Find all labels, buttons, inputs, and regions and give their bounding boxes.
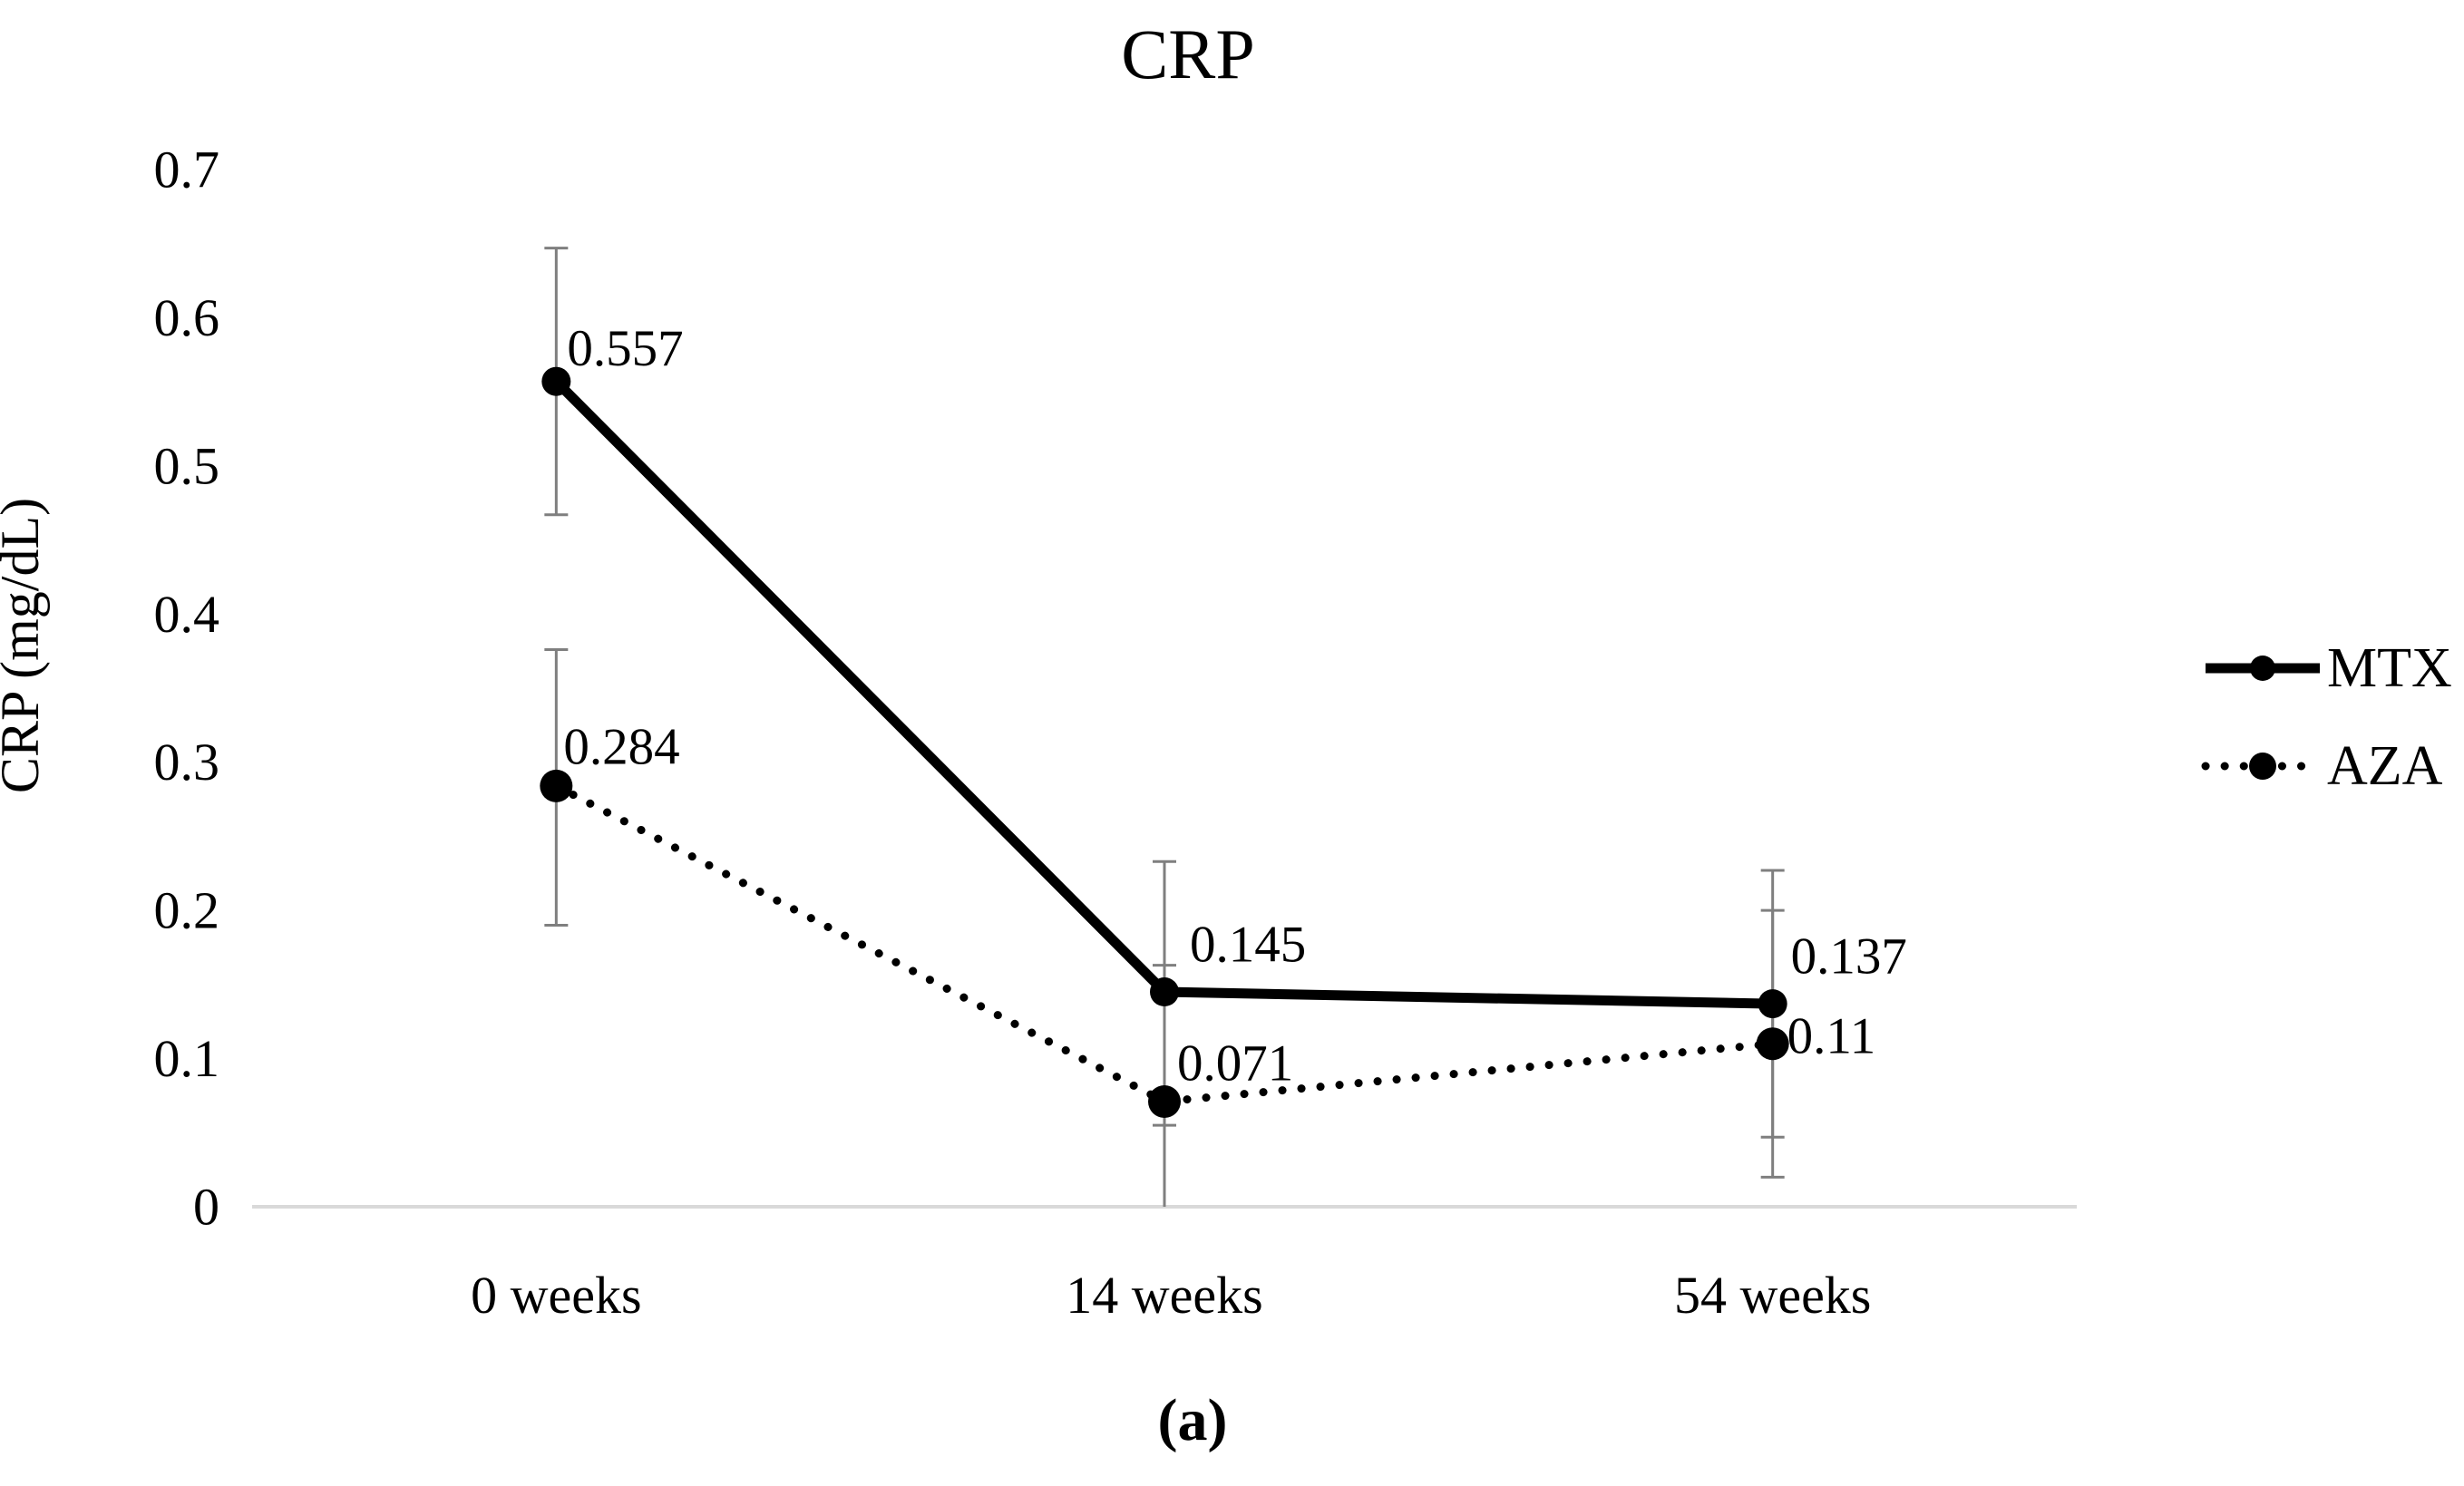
legend-label-mtx: MTX bbox=[2327, 637, 2452, 699]
chart-title: CRP bbox=[1121, 15, 1254, 93]
x-axis-label: 14 weeks bbox=[1066, 1266, 1262, 1325]
data-label: 0.145 bbox=[1190, 917, 1306, 974]
data-label: 0.137 bbox=[1791, 928, 1907, 986]
data-label: 0.11 bbox=[1787, 1008, 1876, 1065]
y-tick-label: 0.5 bbox=[154, 436, 220, 495]
data-point-aza bbox=[1756, 1027, 1789, 1061]
data-label: 0.284 bbox=[563, 718, 679, 775]
y-tick-label: 0.4 bbox=[154, 585, 220, 644]
y-axis-title: CRP (mg/dL) bbox=[0, 498, 50, 793]
legend: MTX AZA bbox=[2201, 637, 2452, 797]
data-point-aza bbox=[1148, 1084, 1181, 1118]
data-label: 0.557 bbox=[567, 320, 683, 377]
y-tick-label: 0 bbox=[193, 1178, 219, 1237]
y-tick-label: 0.1 bbox=[154, 1029, 220, 1088]
y-tick-label: 0.7 bbox=[154, 141, 220, 199]
data-point-mtx bbox=[1150, 977, 1179, 1007]
x-axis-label: 0 weeks bbox=[471, 1266, 641, 1325]
legend-item-mtx: MTX bbox=[2206, 637, 2452, 699]
data-point-mtx bbox=[1758, 989, 1787, 1019]
y-tick-label: 0.2 bbox=[154, 881, 220, 940]
mtx-marker-icon bbox=[2250, 656, 2275, 681]
x-axis-label: 54 weeks bbox=[1674, 1266, 1871, 1325]
data-point-aza bbox=[540, 769, 573, 802]
y-tick-label: 0.3 bbox=[154, 733, 220, 792]
data-point-mtx bbox=[541, 366, 571, 396]
legend-label-aza: AZA bbox=[2327, 735, 2443, 797]
subfigure-caption: (a) bbox=[1158, 1387, 1228, 1453]
data-label: 0.071 bbox=[1177, 1034, 1293, 1092]
y-tick-label: 0.6 bbox=[154, 288, 220, 347]
aza-marker-icon bbox=[2249, 753, 2276, 780]
legend-item-aza: AZA bbox=[2201, 735, 2443, 797]
